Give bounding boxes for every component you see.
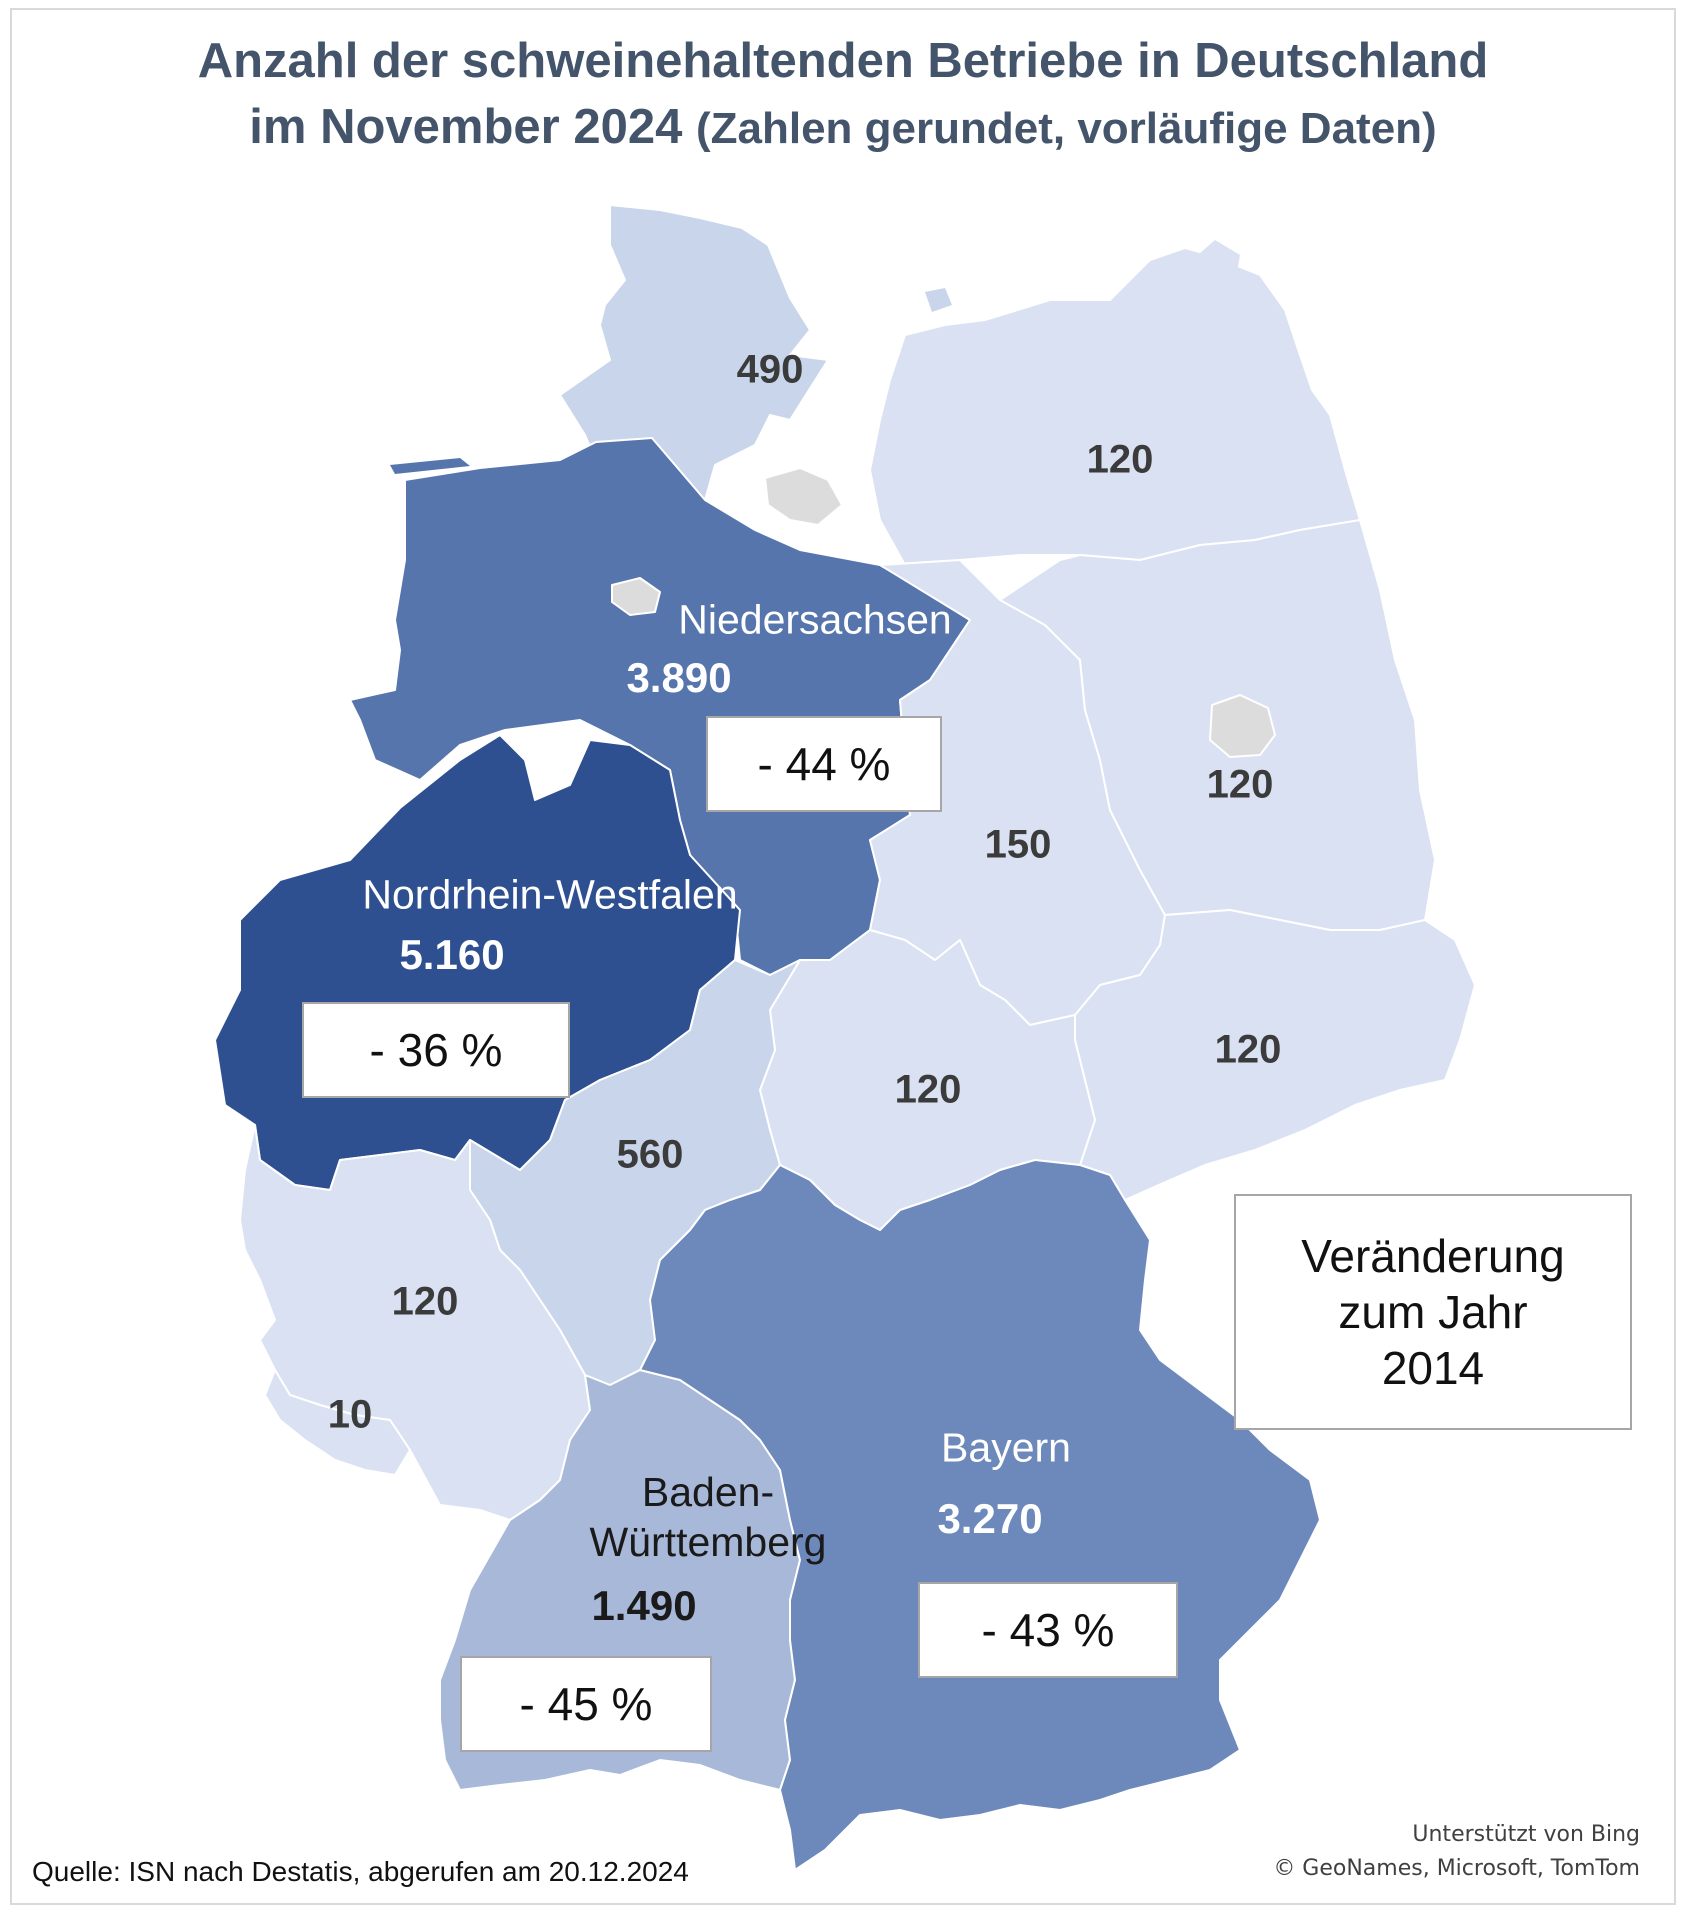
label-brandenburg-value: 120 — [1206, 762, 1274, 807]
north-sea-islands — [390, 458, 590, 482]
attribution-line-2: © GeoNames, Microsoft, TomTom — [1273, 1856, 1640, 1881]
change-box-niedersachsen: - 44 % — [706, 716, 942, 812]
label-nordrhein-westfalen-value: 5.160 — [399, 931, 505, 978]
baltic-island-ruegen — [1190, 240, 1240, 290]
region-hamburg — [764, 467, 843, 526]
label-hessen-value: 560 — [616, 1132, 684, 1177]
change-baden-wuerttemberg: - 45 % — [519, 1678, 653, 1730]
label-nordrhein-westfalen-name: Nordrhein-Westfalen — [362, 871, 738, 918]
region-saarland[interactable] — [264, 1369, 411, 1476]
legend-box: Veränderung zum Jahr 2014 — [1234, 1194, 1632, 1430]
label-sachsen-value: 120 — [1214, 1027, 1282, 1072]
region-berlin — [1209, 694, 1276, 758]
label-sachsen-anhalt-value: 150 — [984, 822, 1052, 867]
change-niedersachsen: - 44 % — [757, 738, 891, 790]
title-subtitle: (Zahlen gerundet, vorläufige Daten) — [695, 104, 1437, 153]
region-mecklenburg-vorpommern[interactable] — [869, 247, 1361, 566]
label-niedersachsen-value: 3.890 — [626, 654, 732, 701]
label-saarland-value: 10 — [327, 1392, 373, 1437]
change-bayern: - 43 % — [981, 1604, 1115, 1656]
change-box-bayern: - 43 % — [918, 1582, 1178, 1678]
change-box-baden-wuerttemberg: - 45 % — [460, 1656, 712, 1752]
label-niedersachsen-name: Niedersachsen — [678, 596, 952, 643]
baltic-island-fehmarn — [925, 288, 952, 312]
change-box-nordrhein-westfalen: - 36 % — [302, 1002, 570, 1098]
attribution-line-1: Unterstützt von Bing — [1412, 1822, 1640, 1847]
title-main: im November 2024 — [249, 100, 683, 154]
title-line-1: Anzahl der schweinehaltenden Betriebe in… — [197, 34, 1489, 88]
label-rheinland-pfalz-value: 120 — [391, 1279, 459, 1324]
label-schleswig-holstein-value: 490 — [736, 347, 804, 392]
label-bayern-name: Bayern — [941, 1424, 1071, 1471]
label-thueringen-value: 120 — [894, 1067, 962, 1112]
chart-frame — [10, 8, 1676, 1905]
region-bayern[interactable] — [639, 1159, 1321, 1871]
label-mecklenburg-vorpommern-value: 120 — [1086, 437, 1154, 482]
change-nordrhein-westfalen: - 36 % — [369, 1024, 503, 1076]
source-note: Quelle: ISN nach Destatis, abgerufen am … — [32, 1856, 689, 1887]
region-bremen — [611, 577, 661, 616]
label-baden-wuerttemberg-name: Baden- Württemberg — [589, 1469, 827, 1565]
title-line-2: im November 2024 (Zahlen gerundet, vorlä… — [0, 94, 1686, 162]
label-baden-wuerttemberg-value: 1.490 — [591, 1582, 697, 1629]
label-bayern-value: 3.270 — [937, 1495, 1043, 1542]
